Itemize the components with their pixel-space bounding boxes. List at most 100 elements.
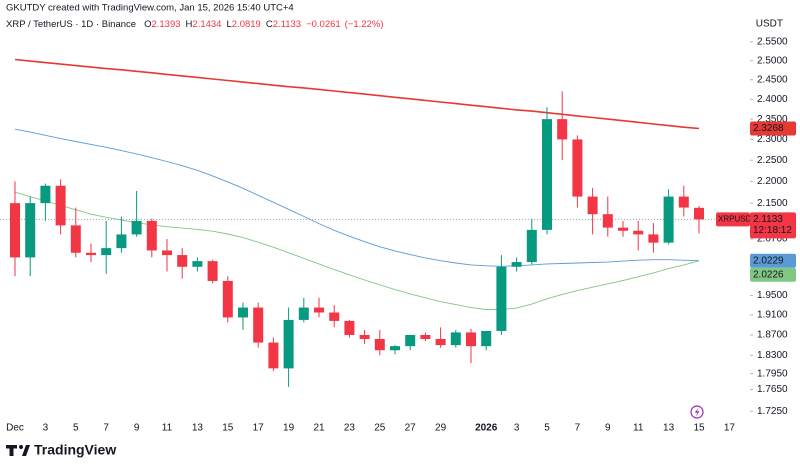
brand-logo bbox=[6, 445, 30, 456]
y-tick-label: 2.5500 bbox=[757, 37, 788, 48]
candle-body bbox=[618, 227, 628, 231]
y-tick-label: 2.3500 bbox=[757, 114, 788, 125]
last-price-badge bbox=[750, 212, 796, 239]
price-badge bbox=[750, 267, 796, 282]
y-tick-label: 2.2500 bbox=[757, 155, 788, 166]
x-tick-label: 15 bbox=[222, 423, 234, 434]
candle-body bbox=[526, 229, 537, 263]
candle-body bbox=[298, 307, 309, 320]
ohlc-letter: O bbox=[144, 19, 151, 30]
candle-body bbox=[116, 234, 127, 249]
candle-body bbox=[86, 252, 96, 256]
title: XRP / TetherUS · 1D · Binance bbox=[6, 19, 136, 30]
x-tick-label: 9 bbox=[605, 423, 611, 434]
candle-body bbox=[694, 207, 704, 220]
countdown-label: 12:18:12 bbox=[753, 225, 792, 236]
y-tick-label: 2.1500 bbox=[757, 198, 788, 209]
candle-body bbox=[420, 334, 431, 340]
candle-body bbox=[222, 280, 233, 318]
candle-body bbox=[283, 319, 294, 369]
candle-body bbox=[359, 334, 370, 340]
candle-body bbox=[572, 139, 583, 197]
candle-body bbox=[663, 196, 674, 243]
candle-body bbox=[511, 262, 522, 267]
x-tick-label: 7 bbox=[575, 423, 581, 434]
x-tick-label: 25 bbox=[374, 423, 386, 434]
x-tick-label: 5 bbox=[544, 423, 550, 434]
candle-body bbox=[70, 225, 81, 253]
y-tick-label: 1.9100 bbox=[757, 310, 788, 321]
candle-body bbox=[162, 250, 172, 256]
x-tick-label: 15 bbox=[693, 423, 705, 434]
credit: GKUTDY created with TradingView.com, Jan… bbox=[6, 3, 294, 14]
symbol-label: XRPUSDT bbox=[718, 215, 756, 224]
candle-body bbox=[648, 234, 659, 243]
moving-average-line bbox=[14, 191, 700, 310]
brand: TradingView bbox=[34, 442, 116, 458]
x-tick-label: Dec bbox=[6, 423, 24, 434]
y-tick-label: 1.8700 bbox=[757, 330, 788, 341]
x-tick-label: 3 bbox=[514, 423, 520, 434]
x-tick-label: 17 bbox=[724, 423, 736, 434]
candle-body bbox=[177, 255, 188, 267]
candle-body bbox=[542, 119, 552, 230]
candle-body bbox=[587, 196, 598, 215]
x-tick-label: 13 bbox=[663, 423, 675, 434]
moving-average-line bbox=[14, 128, 700, 267]
candle-body bbox=[10, 203, 20, 258]
candle-body bbox=[253, 307, 264, 343]
y-tick-label: 1.9500 bbox=[757, 290, 788, 301]
moving-average-line bbox=[14, 58, 700, 130]
price-badge-label: 2.0226 bbox=[753, 269, 784, 280]
candle-body bbox=[192, 261, 203, 267]
x-tick-label: 2026 bbox=[475, 423, 498, 434]
candle-body bbox=[466, 332, 476, 347]
y-tick-label: 2.3000 bbox=[757, 134, 788, 145]
y-tick-label: 2.2000 bbox=[757, 176, 788, 187]
price-badge-label: 2.3268 bbox=[753, 123, 784, 134]
x-tick-label: 27 bbox=[405, 423, 417, 434]
candle-body bbox=[450, 332, 461, 346]
change-pct: (−1.22%) bbox=[345, 19, 384, 30]
candle-body bbox=[678, 196, 689, 208]
x-tick-label: 3 bbox=[43, 423, 49, 434]
y-tick-label: 2.4000 bbox=[757, 94, 788, 105]
x-tick-label: 21 bbox=[313, 423, 325, 434]
y-tick-label: 2.0700 bbox=[757, 234, 788, 245]
candle-body bbox=[268, 342, 279, 369]
candle-body bbox=[238, 307, 248, 318]
x-tick-label: 11 bbox=[162, 423, 173, 434]
y-tick-label: 2.4500 bbox=[757, 74, 788, 85]
candle-body bbox=[602, 214, 613, 228]
change: −0.0261 bbox=[306, 19, 341, 30]
last-price-label: 2.1133 bbox=[753, 214, 783, 225]
candle-body bbox=[374, 339, 385, 351]
candle-body bbox=[435, 339, 446, 346]
candle-body bbox=[40, 185, 51, 204]
candle-body bbox=[131, 220, 142, 235]
y-tick-label: 1.8300 bbox=[757, 350, 788, 361]
x-tick-label: 9 bbox=[134, 423, 140, 434]
y-tick-label: 1.7950 bbox=[757, 368, 788, 379]
candle-body bbox=[390, 346, 400, 351]
price-badge bbox=[750, 121, 796, 136]
legend-line: XRP / TetherUS · 1D · Binance O2.1393 H2.1… bbox=[6, 19, 383, 30]
x-tick-label: 11 bbox=[633, 423, 644, 434]
ohlc-value: 2.1133 bbox=[273, 19, 301, 30]
candle-body bbox=[481, 330, 492, 347]
x-tick-label: 13 bbox=[192, 423, 204, 434]
price-badge-label: 2.0229 bbox=[753, 255, 784, 266]
events-icon[interactable] bbox=[690, 405, 704, 419]
candle-body bbox=[101, 248, 112, 256]
y-tick-label: 1.7250 bbox=[757, 406, 788, 417]
candle-body bbox=[405, 334, 416, 347]
x-tick-label: 17 bbox=[253, 423, 265, 434]
price-badge bbox=[750, 253, 796, 268]
x-tick-label: 7 bbox=[103, 423, 109, 434]
candle-body bbox=[55, 185, 66, 226]
ohlc-value: 2.1393 bbox=[151, 19, 180, 30]
x-tick-label: 19 bbox=[283, 423, 295, 434]
candle-body bbox=[25, 203, 36, 258]
